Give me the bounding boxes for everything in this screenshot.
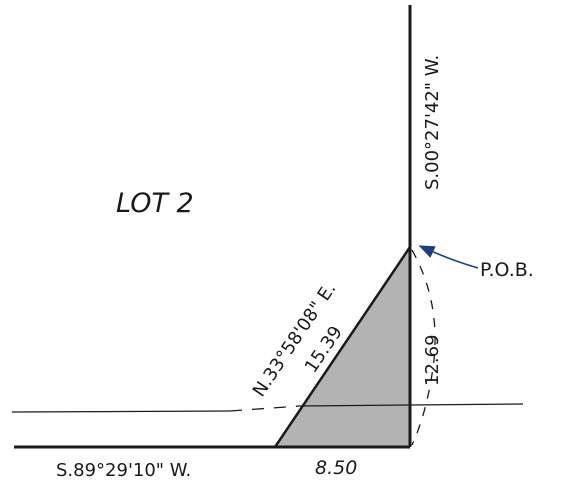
crossing-line-dashed: [229, 405, 301, 412]
crossing-line-solid-right: [299, 403, 524, 407]
south-line-bearing-label: S.89°29'10" W.: [56, 460, 191, 481]
east-line-bearing-label: S.00°27'42" W.: [422, 55, 443, 190]
dimension-arc-dashed: [411, 249, 436, 446]
crossing-line-solid-left: [11, 410, 231, 413]
lot-label: LOT 2: [116, 188, 194, 219]
diagonal-boundary-line: [273, 246, 412, 448]
pob-label: P.O.B.: [480, 259, 534, 281]
south-segment-distance-label: 8.50: [315, 457, 357, 479]
pob-arrow: [418, 245, 479, 269]
east-segment-distance-label: 12.69: [422, 334, 443, 386]
